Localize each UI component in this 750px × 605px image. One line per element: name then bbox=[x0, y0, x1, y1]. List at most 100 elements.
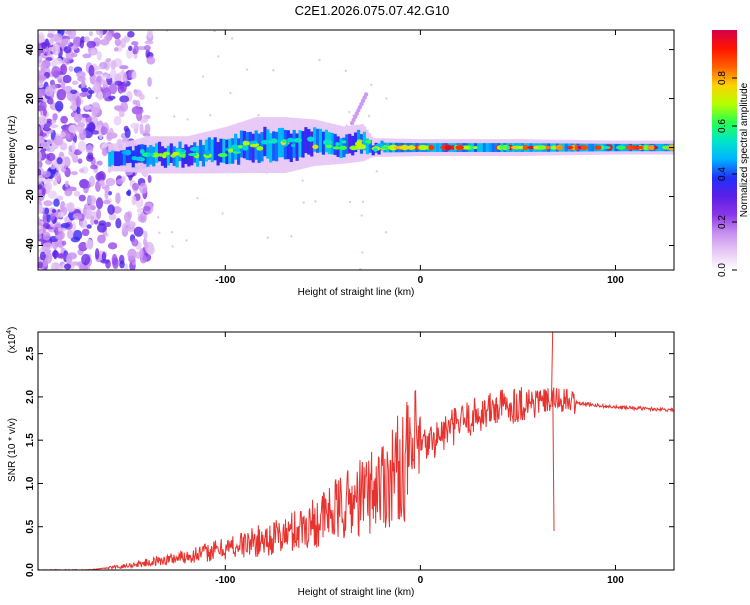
spectrogram-ridge-cell bbox=[491, 143, 495, 152]
spectrogram-noise-cell bbox=[60, 115, 68, 124]
spectrogram-peak-cell bbox=[124, 149, 132, 156]
spectrogram-speck bbox=[384, 231, 388, 234]
spectrogram-peak-cell bbox=[261, 139, 270, 145]
spectrogram-noise-cell bbox=[39, 101, 47, 111]
spectrogram-noise-cell bbox=[121, 175, 126, 181]
spectrogram-ridge-cell bbox=[169, 143, 173, 163]
spectrogram-ridge-cell bbox=[479, 143, 484, 152]
spectrogram-xtick-label: -100 bbox=[215, 275, 235, 286]
spectrogram-ridge-cell bbox=[193, 142, 197, 163]
spectrogram-ridge-cell bbox=[114, 151, 118, 166]
spectrogram-speck bbox=[209, 113, 212, 117]
spectrogram-peak-cell bbox=[180, 148, 186, 153]
spectrogram-peak-cell bbox=[498, 145, 508, 150]
spectrogram-peak-cell bbox=[630, 145, 638, 150]
spectrogram-peak-cell bbox=[450, 145, 455, 150]
spectrogram-peak-cell bbox=[537, 145, 547, 150]
spectrogram-noise-cell bbox=[50, 124, 59, 129]
spectrogram-ylabel: Frequency (Hz) bbox=[7, 116, 18, 185]
snr-frame bbox=[37, 331, 675, 571]
spectrogram-noise-cell bbox=[118, 110, 125, 118]
spectrogram-noise-cell bbox=[68, 65, 74, 72]
spectrogram-noise-cell bbox=[38, 204, 44, 215]
snr-ytick-label: 2.0 bbox=[25, 390, 36, 404]
spectrogram-peak-cell bbox=[325, 144, 333, 149]
spectrogram-peak-cell bbox=[256, 146, 264, 151]
spectrogram-speck bbox=[302, 201, 305, 204]
colorbar-tick-label: 0.8 bbox=[717, 71, 728, 85]
spectrogram-peak-cell bbox=[550, 145, 557, 150]
spectrogram-noise-cell bbox=[78, 194, 86, 202]
spectrogram-noise-cell bbox=[136, 110, 143, 122]
spectrogram-ytick-label: -20 bbox=[25, 189, 36, 204]
spectrogram-noise-cell bbox=[42, 212, 47, 224]
spectrogram-noise-cell bbox=[105, 177, 116, 186]
spectrogram-ridge-cell bbox=[222, 138, 226, 164]
spectrogram-noise-cell bbox=[90, 164, 98, 170]
spectrogram-ridge-cell bbox=[298, 130, 302, 158]
spectrogram-ridge-cell bbox=[368, 140, 372, 153]
spectrogram-noise-cell bbox=[66, 229, 74, 240]
spectrogram-noise-cell bbox=[68, 124, 78, 133]
spectrogram-ridge-cell bbox=[210, 139, 214, 163]
spectrogram-noise-cell bbox=[53, 57, 63, 65]
spectrogram-ridge-cell bbox=[272, 131, 276, 161]
spectrogram-ridge-cell bbox=[307, 129, 311, 155]
spectrogram-noise-cell bbox=[65, 133, 71, 139]
spectrogram-noise-cell bbox=[41, 187, 46, 196]
spectrogram-noise-cell bbox=[131, 71, 137, 80]
spectrogram-noise-cell bbox=[50, 165, 56, 170]
spectrogram-ridge-cell bbox=[333, 133, 337, 155]
spectrogram-ridge-cell bbox=[476, 143, 481, 152]
spectrogram-noise-cell bbox=[131, 195, 137, 206]
spectrogram-noise-cell bbox=[124, 211, 132, 223]
spectrogram-noise-cell bbox=[88, 121, 95, 133]
spectrogram-noise-cell bbox=[133, 44, 139, 55]
snr-ylabel: SNR (10 * v/v) bbox=[7, 418, 18, 482]
spectrogram-peak-cell bbox=[217, 153, 228, 158]
spectrogram-peak-cell bbox=[615, 145, 626, 150]
spectrogram-ytick-label: 40 bbox=[25, 44, 36, 56]
spectrogram-speck bbox=[221, 212, 224, 215]
spectrogram-noise-cell bbox=[120, 101, 129, 112]
spectrogram-noise-cell bbox=[38, 150, 42, 161]
spectrogram-ytick-label: -40 bbox=[25, 238, 36, 253]
spectrogram-noise-cell bbox=[110, 60, 117, 70]
spectrogram-noise-cell bbox=[40, 62, 47, 75]
spectrogram-ridge-cell bbox=[269, 133, 273, 163]
spectrogram-noise-cell bbox=[42, 242, 53, 250]
spectrogram-noise-cell bbox=[81, 253, 91, 265]
spectrogram-noise-cell bbox=[51, 66, 61, 78]
spectrogram-noise-cell bbox=[50, 212, 56, 221]
spectrogram-noise-cell bbox=[62, 74, 72, 84]
spectrogram-peak-cell bbox=[574, 144, 579, 151]
spectrogram-peak-cell bbox=[356, 144, 367, 150]
snr-ytick-label: 1.5 bbox=[25, 433, 36, 447]
spectrogram-noise-cell bbox=[88, 65, 95, 77]
spectrogram-speck bbox=[230, 37, 234, 40]
spectrogram-noise-cell bbox=[130, 122, 140, 129]
spectrogram-peak-cell bbox=[228, 148, 234, 153]
spectrogram-noise-cell bbox=[146, 30, 153, 39]
spectrogram-peak-cell bbox=[281, 139, 287, 143]
spectrogram-ridge-cell bbox=[433, 143, 437, 152]
spectrogram-peak-cell bbox=[428, 144, 433, 151]
spectrogram-noise-cell bbox=[127, 248, 137, 260]
spectrogram-peak-cell bbox=[139, 149, 145, 154]
spectrogram-noise-cell bbox=[73, 111, 83, 123]
spectrogram-peak-cell bbox=[625, 145, 633, 150]
spectrogram-ridge-cell bbox=[286, 130, 290, 160]
spectrogram-peak-cell bbox=[399, 144, 410, 151]
spectrogram-ridge-cell bbox=[591, 143, 595, 152]
spectrogram-noise-cell bbox=[46, 97, 54, 105]
spectrogram-xlabel: Height of straight line (km) bbox=[298, 287, 415, 298]
spectrogram-noise-cell bbox=[67, 30, 77, 40]
snr-xtick-label: 0 bbox=[418, 575, 424, 586]
spectrogram-noise-cell bbox=[108, 83, 118, 95]
spectrogram-ridge-cell bbox=[108, 151, 112, 167]
spectrogram-noise-cell bbox=[93, 219, 99, 225]
spectrogram-peak-cell bbox=[594, 145, 602, 150]
spectrogram-ridge-cell bbox=[318, 128, 323, 153]
spectrogram-peak-cell bbox=[312, 144, 319, 150]
spectrogram-noise-cell bbox=[64, 263, 72, 270]
